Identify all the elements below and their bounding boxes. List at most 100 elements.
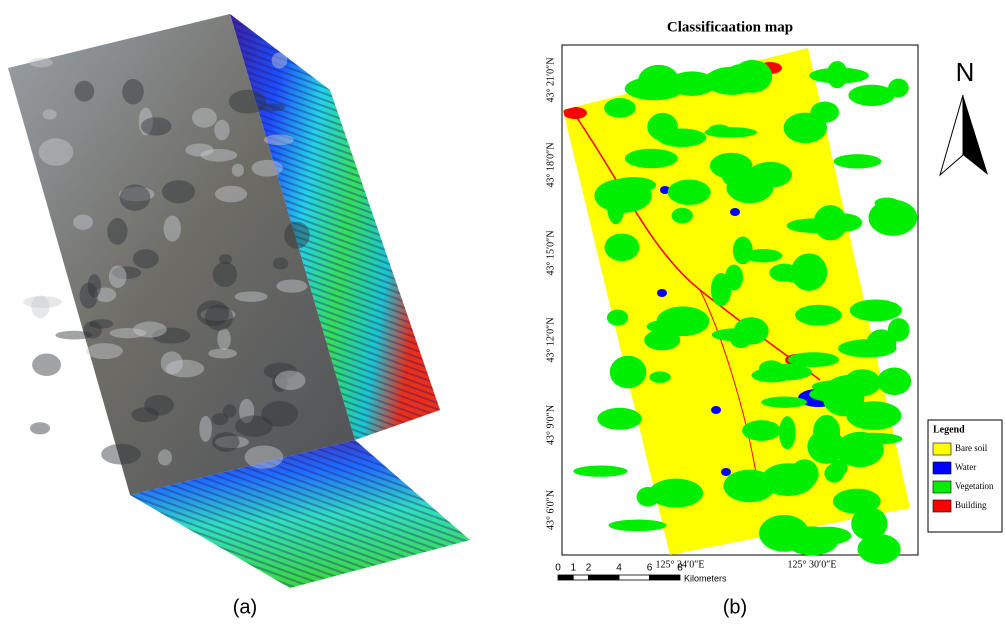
legend-box (928, 420, 1002, 532)
vegetation-patch (604, 233, 639, 261)
vegetation-patch (779, 416, 796, 449)
north-arrow-left (940, 95, 963, 175)
vegetation-patch (573, 466, 627, 477)
legend-swatch (933, 500, 951, 512)
terrain-shade (75, 81, 95, 102)
caption: (b) (723, 596, 747, 618)
scale-label: 0 (555, 563, 561, 574)
lat-label: 43° 21′0″N (545, 57, 556, 102)
vegetation-patch (788, 352, 839, 367)
terrain-shade (264, 134, 294, 145)
legend-title: Legend (933, 424, 965, 435)
terrain-shade (141, 117, 172, 135)
vegetation-patch (834, 154, 882, 168)
vegetation-patch (888, 318, 910, 341)
scale-label: 1 (570, 563, 576, 574)
vegetation-patch (838, 339, 897, 357)
north-label: N (956, 57, 975, 87)
vegetation-patch (597, 408, 641, 430)
terrain-shade (73, 215, 93, 230)
vegetation-patch (625, 149, 678, 168)
terrain-shade (217, 328, 231, 350)
vegetation-patch (824, 464, 844, 483)
legend-label: Water (955, 462, 976, 472)
vegetation-patch (785, 526, 838, 555)
terrain-shade (122, 79, 144, 105)
terrain-shade (107, 218, 127, 245)
vegetation-patch (791, 253, 827, 291)
vegetation-patch (888, 79, 909, 98)
terrain-shade (252, 160, 283, 177)
terrain-shade (110, 328, 147, 338)
legend-label: Bare soil (955, 443, 988, 453)
scale-label: 2 (586, 563, 592, 574)
terrain-shade (214, 120, 229, 141)
terrain-shade (29, 58, 53, 68)
terrain-shade (273, 257, 288, 269)
scale-label: 8 (677, 563, 683, 574)
legend-swatch (933, 481, 951, 493)
terrain-shade (39, 138, 74, 165)
vegetation-patch (657, 306, 710, 336)
terrain-shade (185, 143, 213, 156)
vegetation-patch (759, 360, 784, 377)
lat-label: 43° 6′0″N (545, 490, 556, 530)
vegetation-patch (748, 162, 792, 188)
terrain-shade (212, 432, 239, 452)
vegetation-patch (850, 299, 902, 321)
water-body (657, 289, 667, 297)
vegetation-patch (846, 401, 901, 430)
terrain-shade (32, 354, 61, 376)
vegetation-patch (733, 237, 753, 265)
scale-unit: Kilometers (684, 573, 727, 583)
vegetation-patch (607, 191, 624, 225)
vegetation-patch (611, 177, 656, 193)
terrain-shade (131, 407, 159, 422)
vegetation-patch (791, 459, 819, 488)
terrain-shade (199, 416, 212, 442)
terrain-shade (30, 422, 50, 434)
vegetation-patch (610, 356, 647, 389)
legend-label: Building (955, 500, 987, 510)
terrain-shade (83, 321, 102, 338)
vegetation-patch (795, 305, 842, 326)
vegetation-patch (657, 128, 706, 147)
scale-segment (589, 575, 620, 580)
vegetation-patch (858, 534, 901, 564)
terrain-shade (213, 262, 237, 287)
vegetation-patch (869, 200, 918, 236)
vegetation-patch (649, 371, 671, 382)
map-title: Classificaation map (667, 19, 793, 35)
terrain-shade (43, 109, 57, 119)
caption: (a) (233, 596, 257, 618)
vegetation-patch (604, 98, 636, 118)
vegetation-patch (877, 368, 911, 396)
vegetation-patch (827, 61, 848, 88)
vegetation-patch (848, 85, 894, 106)
terrain-shade (23, 296, 61, 308)
lat-label: 43° 9′0″N (545, 405, 556, 445)
terrain-shade (276, 279, 307, 292)
vegetation-patch (809, 387, 853, 401)
terrain-shade (197, 300, 229, 326)
vegetation-patch (787, 218, 841, 233)
legend-swatch (933, 462, 951, 474)
lat-label: 43° 18′0″N (545, 142, 556, 187)
vegetation-patch (721, 158, 740, 186)
vegetation-patch (668, 179, 711, 204)
terrain-shade (158, 449, 172, 465)
terrain-shade (109, 265, 127, 287)
vegetation-patch (807, 430, 845, 464)
terrain-shade (275, 371, 306, 390)
water-body (711, 406, 721, 414)
vegetation-patch (625, 77, 684, 100)
vegetation-patch (607, 310, 628, 326)
vegetation-patch (761, 397, 807, 408)
scale-segment (650, 575, 681, 580)
scale-label: 6 (647, 563, 653, 574)
terrain-shade (101, 444, 141, 465)
vegetation-patch (609, 520, 667, 532)
lon-label: 125° 30′0″E (788, 559, 837, 570)
terrain-shade (161, 351, 183, 374)
